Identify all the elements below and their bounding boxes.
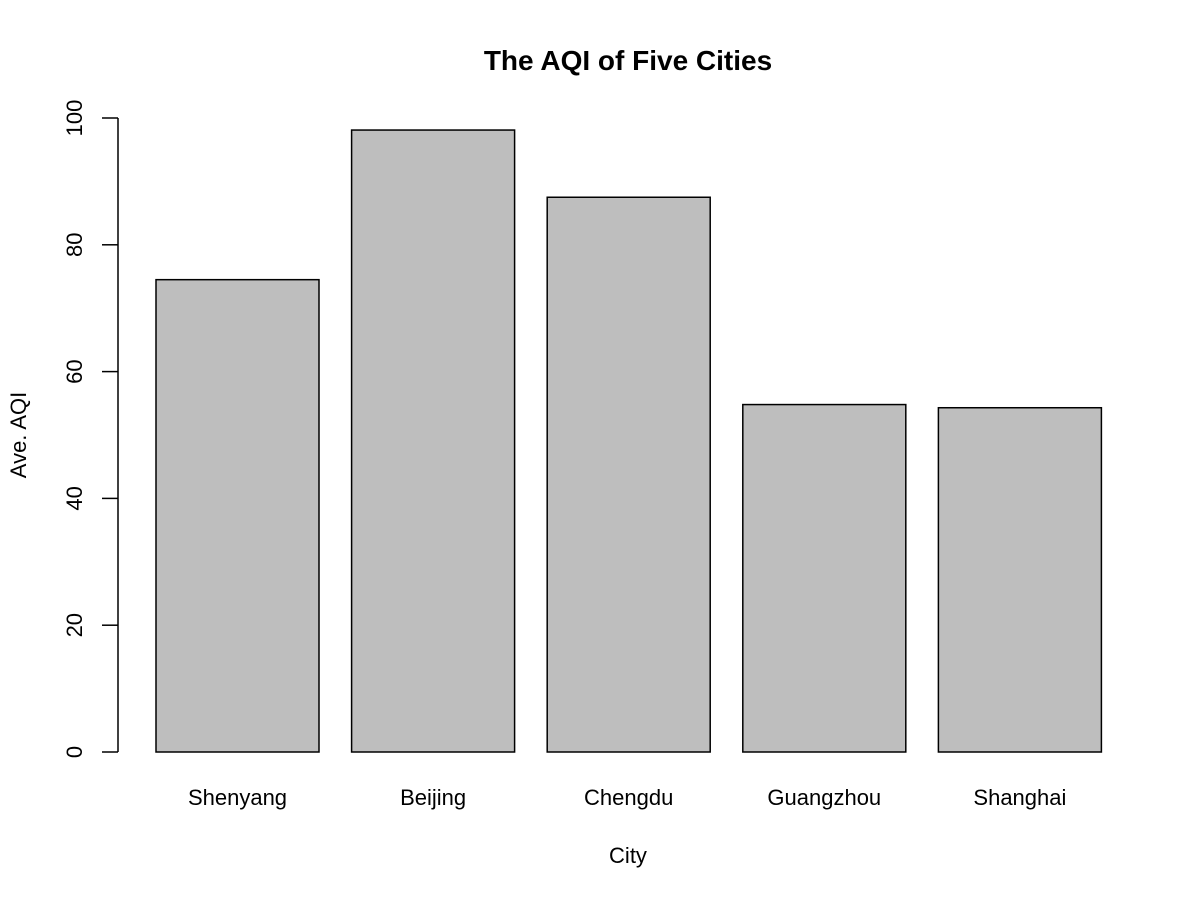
bar-beijing	[350, 129, 516, 753]
x-axis-label: City	[609, 843, 647, 868]
y-axis-label: Ave. AQI	[6, 392, 31, 478]
y-tick-label: 0	[62, 746, 87, 758]
bar-shenyang	[155, 278, 320, 753]
x-tick-label: Shanghai	[973, 785, 1066, 810]
bar-shanghai	[937, 406, 1103, 753]
y-tick-label: 80	[62, 233, 87, 257]
bar-guangzhou	[742, 403, 907, 753]
y-tick-label: 60	[62, 359, 87, 383]
x-tick-labels: Shenyang Beijing Chengdu Guangzhou Shanghai	[188, 785, 1066, 810]
bar-chengdu	[546, 196, 711, 753]
y-tick-label: 20	[62, 613, 87, 637]
bars	[155, 129, 1103, 753]
x-tick-label: Chengdu	[584, 785, 673, 810]
y-tick-label: 100	[62, 100, 87, 137]
x-tick-label: Shenyang	[188, 785, 287, 810]
chart-title: The AQI of Five Cities	[484, 45, 772, 76]
y-tick-label: 40	[62, 486, 87, 510]
y-axis: 0 20 40 60 80 100	[62, 100, 119, 758]
x-tick-label: Beijing	[400, 785, 466, 810]
x-tick-label: Guangzhou	[767, 785, 881, 810]
